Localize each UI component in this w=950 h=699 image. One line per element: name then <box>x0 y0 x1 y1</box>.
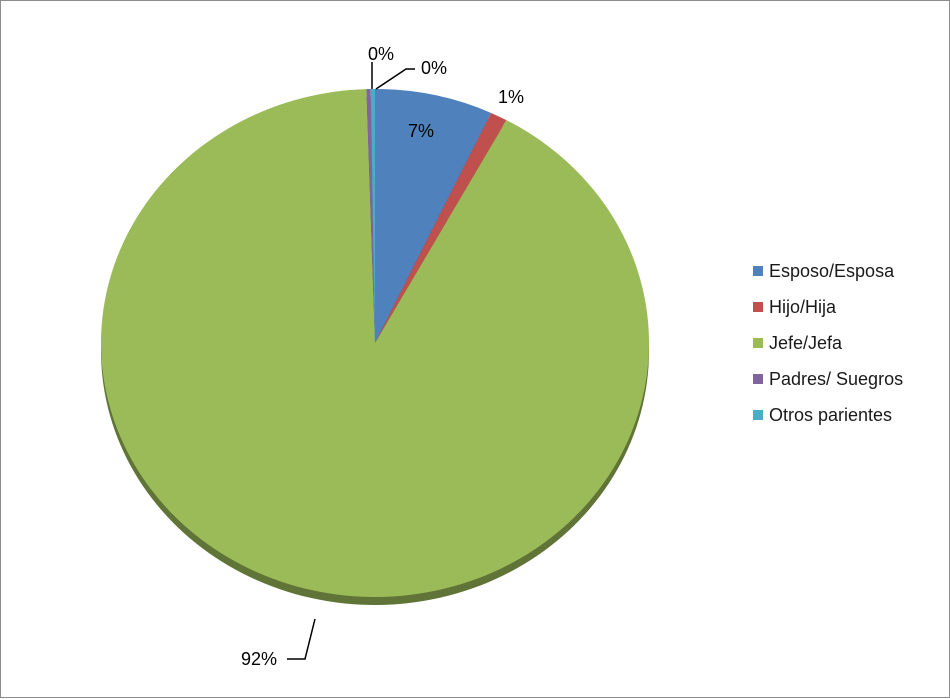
legend-label: Otros parientes <box>769 404 893 425</box>
data-label: 92% <box>241 649 277 669</box>
legend-swatch <box>753 410 763 420</box>
legend-item-hijo-hija: Hijo/Hija <box>753 289 903 325</box>
legend: Esposo/Esposa Hijo/Hija Jefe/Jefa Padres… <box>753 253 903 433</box>
legend-item-otros-parientes: Otros parientes <box>753 397 903 433</box>
legend-swatch <box>753 374 763 384</box>
legend-swatch <box>753 266 763 276</box>
legend-item-esposo-esposa: Esposo/Esposa <box>753 253 903 289</box>
pie-slice-padres-suegros <box>366 89 375 343</box>
legend-swatch <box>753 302 763 312</box>
data-label: 0% <box>368 44 394 64</box>
legend-label: Esposo/Esposa <box>769 260 895 281</box>
leader-line <box>375 68 415 90</box>
legend-label: Hijo/Hija <box>769 296 837 317</box>
pie-slices <box>101 89 650 598</box>
legend-swatch <box>753 338 763 348</box>
pie-slice-hijo-hija <box>375 112 507 343</box>
data-labels: 7% 1% 92% 0% 0% <box>241 44 524 669</box>
pie-slice-otros-parientes <box>370 89 375 343</box>
legend-item-padres-suegros: Padres/ Suegros <box>753 361 903 397</box>
leader-line <box>287 618 316 660</box>
data-label: 1% <box>498 87 524 107</box>
leader-lines <box>287 62 415 660</box>
data-label: 7% <box>408 121 434 141</box>
pie-slice-jefe-jefa <box>101 89 650 598</box>
data-label: 0% <box>421 58 447 78</box>
legend-label: Jefe/Jefa <box>769 332 843 353</box>
legend-item-jefe-jefa: Jefe/Jefa <box>753 325 903 361</box>
pie-slice-esposo-esposa <box>375 89 492 343</box>
legend-label: Padres/ Suegros <box>769 368 904 389</box>
